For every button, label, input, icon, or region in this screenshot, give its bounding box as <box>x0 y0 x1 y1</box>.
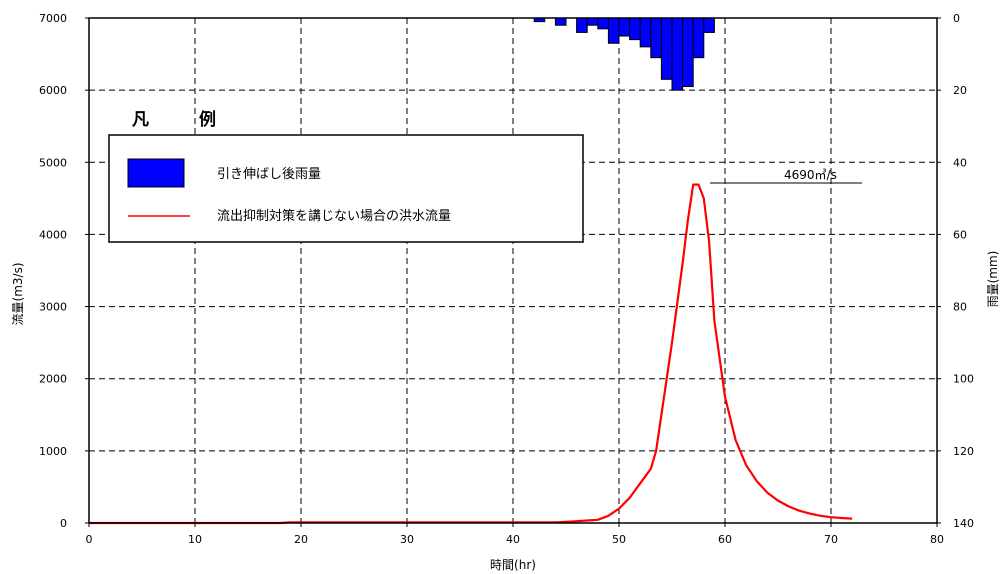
x-tick-label: 10 <box>188 533 202 546</box>
x-tick-label: 50 <box>612 533 626 546</box>
x-tick-label: 80 <box>930 533 944 546</box>
rainfall-bar <box>703 17 715 33</box>
y-right-tick-label: 100 <box>953 373 974 386</box>
y-right-tick-label: 80 <box>953 301 967 314</box>
rainfall-bar <box>692 17 705 59</box>
y-right-axis-title: 雨量(mm) <box>986 251 1000 308</box>
rainfall-bar <box>618 17 631 37</box>
y-left-tick-label: 5000 <box>39 156 67 169</box>
peak-annotation: 4690㎥/s <box>784 168 837 182</box>
y-left-tick-label: 6000 <box>39 84 67 97</box>
y-right-tick-label: 0 <box>953 12 960 25</box>
y-right-tick-label: 140 <box>953 517 974 530</box>
flood-flow-line-layer <box>89 183 853 525</box>
y-right-tick-label: 40 <box>953 156 967 169</box>
legend-title-2: 例 <box>199 109 216 130</box>
rainfall-bars <box>533 17 715 91</box>
legend-swatch-rainfall <box>127 158 185 188</box>
flood-flow-line <box>89 183 853 525</box>
rainfall-bar <box>629 17 641 41</box>
rainfall-bar <box>607 17 620 44</box>
x-tick-label: 60 <box>718 533 732 546</box>
x-tick-label: 0 <box>86 533 93 546</box>
rainfall-bar <box>660 17 673 80</box>
rainfall-bar <box>576 17 588 33</box>
y-left-tick-label: 4000 <box>39 228 67 241</box>
y-left-tick-label: 1000 <box>39 445 67 458</box>
y-left-tick-label: 7000 <box>39 12 67 25</box>
legend-label-flow: 流出抑制対策を講じない場合の洪水流量 <box>217 208 451 224</box>
y-left-axis-title: 流量(m3/s) <box>11 263 25 326</box>
legend-box <box>108 134 584 243</box>
x-tick-label: 30 <box>400 533 414 546</box>
rainfall-bar <box>650 17 662 59</box>
grid-lines <box>89 18 937 523</box>
y-left-tick-label: 3000 <box>39 301 67 314</box>
x-axis-title: 時間(hr) <box>490 558 536 572</box>
rainfall-bar <box>682 17 694 88</box>
y-right-axis-ticks: 0 20 40 60 80 100 120 140 <box>937 12 974 530</box>
rainfall-bar <box>586 17 599 26</box>
x-tick-label: 40 <box>506 533 520 546</box>
legend: 凡 例 引き伸ばし後雨量 流出抑制対策を講じない場合の洪水流量 <box>108 109 584 243</box>
y-left-tick-label: 0 <box>60 517 67 530</box>
rainfall-bar <box>554 17 567 26</box>
x-axis-ticks: 0 10 20 30 40 50 60 70 80 <box>86 523 944 546</box>
legend-label-rainfall: 引き伸ばし後雨量 <box>217 167 321 182</box>
rainfall-bar <box>639 17 652 48</box>
rainfall-bar <box>597 17 609 30</box>
y-right-tick-label: 120 <box>953 445 974 458</box>
y-right-tick-label: 20 <box>953 84 967 97</box>
legend-title-1: 凡 <box>132 110 149 130</box>
x-tick-label: 70 <box>824 533 838 546</box>
x-tick-label: 20 <box>294 533 308 546</box>
y-left-tick-label: 2000 <box>39 373 67 386</box>
y-left-axis-ticks: 0 1000 2000 3000 4000 5000 6000 7000 <box>39 12 89 530</box>
y-right-tick-label: 60 <box>953 228 967 241</box>
rainfall-bar <box>671 17 684 91</box>
